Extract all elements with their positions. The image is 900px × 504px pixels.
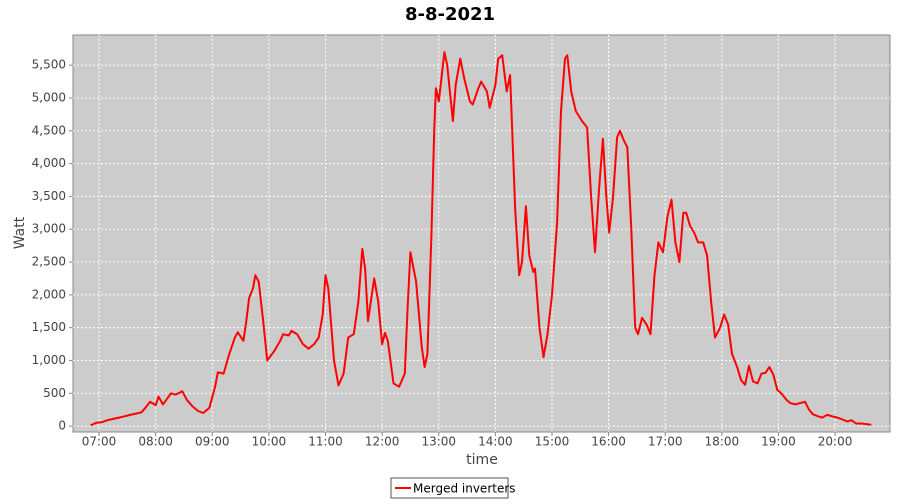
y-tick-label: 3,500	[32, 189, 66, 203]
legend-label: Merged inverters	[413, 482, 516, 496]
y-tick-label: 5,000	[32, 90, 66, 104]
y-tick-label: 500	[43, 386, 66, 400]
x-tick-label: 07:00	[82, 435, 117, 449]
chart-title: 8-8-2021	[405, 4, 495, 25]
y-tick-label: 2,500	[32, 255, 66, 269]
series-line	[90, 51, 872, 427]
x-tick-label: 14:00	[478, 435, 513, 449]
x-tick-label: 09:00	[195, 435, 230, 449]
x-tick-label: 16:00	[591, 435, 626, 449]
y-tick-label: 5,500	[32, 58, 66, 72]
y-tick-label: 0	[58, 419, 66, 433]
x-tick-label: 08:00	[138, 435, 173, 449]
x-tick-label: 19:00	[761, 435, 796, 449]
x-tick-label: 11:00	[308, 435, 343, 449]
x-tick-label: 12:00	[365, 435, 400, 449]
legend	[390, 477, 509, 499]
y-tick-label: 4,500	[32, 123, 66, 137]
y-axis-label: Watt	[12, 216, 28, 249]
y-tick-label: 1,000	[32, 353, 66, 367]
plot-area	[72, 34, 891, 433]
x-tick-label: 13:00	[421, 435, 456, 449]
y-tick-label: 3,000	[32, 222, 66, 236]
x-tick-label: 18:00	[705, 435, 740, 449]
x-tick-label: 20:00	[818, 435, 853, 449]
y-tick-label: 1,500	[32, 320, 66, 334]
x-axis-label: time	[466, 452, 498, 468]
x-tick-label: 17:00	[648, 435, 683, 449]
x-tick-label: 15:00	[535, 435, 570, 449]
y-tick-label: 4,000	[32, 156, 66, 170]
y-tick-label: 2,000	[32, 287, 66, 301]
x-tick-label: 10:00	[252, 435, 287, 449]
